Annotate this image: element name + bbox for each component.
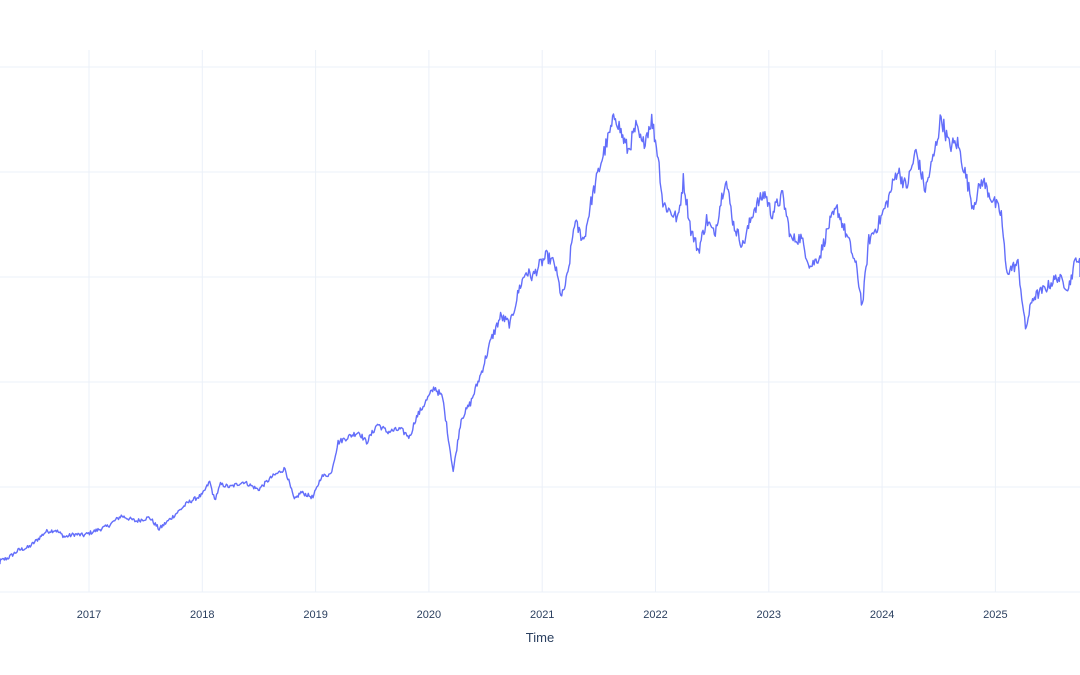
x-tick-label: 2022 xyxy=(643,609,667,621)
x-tick-label: 2024 xyxy=(870,609,894,621)
x-axis-title: Time xyxy=(526,630,554,645)
x-tick-label: 2017 xyxy=(77,609,101,621)
x-tick-label: 2025 xyxy=(983,609,1007,621)
x-tick-label: 2020 xyxy=(417,609,441,621)
series-line xyxy=(0,113,1080,565)
series-layer xyxy=(0,113,1080,565)
x-tick-labels: 2017 2018 2019 2020 2021 2022 2023 2024 2025 xyxy=(77,609,1008,621)
x-tick-label: 2023 xyxy=(757,609,781,621)
x-tick-label: 2018 xyxy=(190,609,214,621)
x-tick-label: 2021 xyxy=(530,609,554,621)
x-tick-label: 2019 xyxy=(303,609,327,621)
grid-layer xyxy=(0,50,1080,593)
